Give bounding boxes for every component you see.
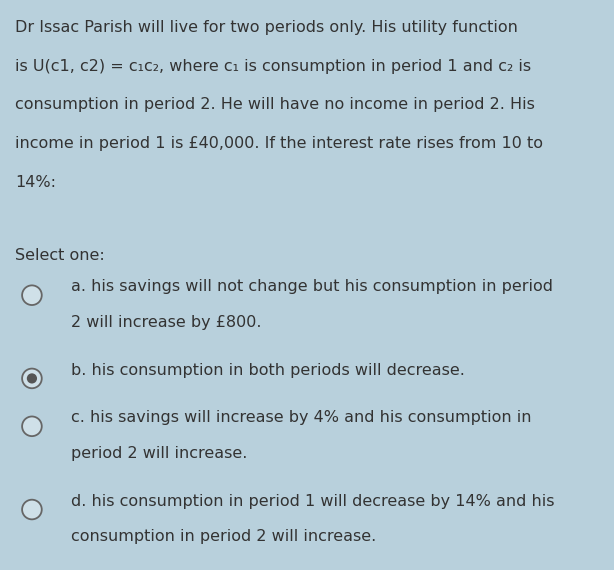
Text: b. his consumption in both periods will decrease.: b. his consumption in both periods will … bbox=[71, 363, 464, 377]
Text: period 2 will increase.: period 2 will increase. bbox=[71, 446, 247, 461]
Text: 14%:: 14%: bbox=[15, 175, 56, 190]
Text: is U(c1, c2) = c₁c₂, where c₁ is consumption in period 1 and c₂ is: is U(c1, c2) = c₁c₂, where c₁ is consump… bbox=[15, 59, 532, 74]
Ellipse shape bbox=[22, 500, 42, 519]
Ellipse shape bbox=[22, 286, 42, 305]
Text: Dr Issac Parish will live for two periods only. His utility function: Dr Issac Parish will live for two period… bbox=[15, 20, 518, 35]
Text: d. his consumption in period 1 will decrease by 14% and his: d. his consumption in period 1 will decr… bbox=[71, 494, 554, 508]
Text: a. his savings will not change but his consumption in period: a. his savings will not change but his c… bbox=[71, 279, 553, 294]
Text: 2 will increase by £800.: 2 will increase by £800. bbox=[71, 315, 261, 329]
Ellipse shape bbox=[27, 373, 37, 384]
Text: consumption in period 2. He will have no income in period 2. His: consumption in period 2. He will have no… bbox=[15, 97, 535, 112]
Text: Select one:: Select one: bbox=[15, 248, 105, 263]
Text: income in period 1 is £40,000. If the interest rate rises from 10 to: income in period 1 is £40,000. If the in… bbox=[15, 136, 543, 151]
Ellipse shape bbox=[22, 369, 42, 388]
Text: consumption in period 2 will increase.: consumption in period 2 will increase. bbox=[71, 529, 376, 544]
Text: c. his savings will increase by 4% and his consumption in: c. his savings will increase by 4% and h… bbox=[71, 410, 531, 425]
Ellipse shape bbox=[22, 417, 42, 436]
